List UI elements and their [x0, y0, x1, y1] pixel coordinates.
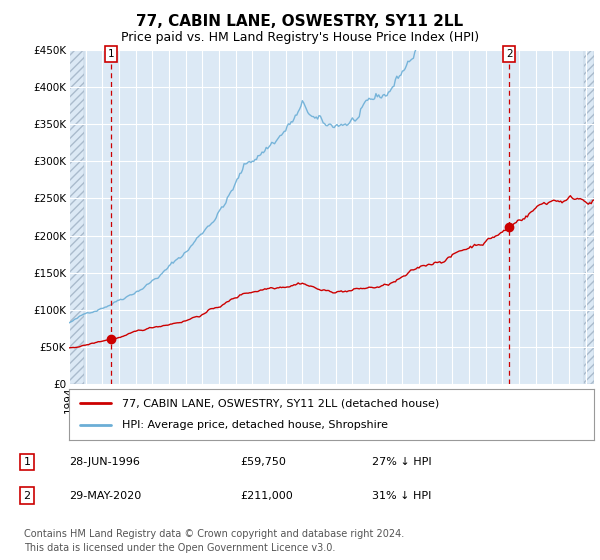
Text: 2: 2	[23, 491, 31, 501]
Text: Contains HM Land Registry data © Crown copyright and database right 2024.
This d: Contains HM Land Registry data © Crown c…	[24, 529, 404, 553]
Text: £211,000: £211,000	[240, 491, 293, 501]
Text: £59,750: £59,750	[240, 457, 286, 467]
Text: 77, CABIN LANE, OSWESTRY, SY11 2LL (detached house): 77, CABIN LANE, OSWESTRY, SY11 2LL (deta…	[121, 398, 439, 408]
Text: HPI: Average price, detached house, Shropshire: HPI: Average price, detached house, Shro…	[121, 421, 388, 431]
Bar	[584, 50, 594, 384]
Text: 28-JUN-1996: 28-JUN-1996	[69, 457, 140, 467]
Text: 29-MAY-2020: 29-MAY-2020	[69, 491, 141, 501]
Text: 1: 1	[107, 49, 114, 59]
Text: Price paid vs. HM Land Registry's House Price Index (HPI): Price paid vs. HM Land Registry's House …	[121, 31, 479, 44]
Text: 1: 1	[23, 457, 31, 467]
Text: 2: 2	[506, 49, 512, 59]
Bar	[69, 50, 85, 384]
Text: 27% ↓ HPI: 27% ↓ HPI	[372, 457, 431, 467]
Text: 77, CABIN LANE, OSWESTRY, SY11 2LL: 77, CABIN LANE, OSWESTRY, SY11 2LL	[136, 14, 464, 29]
Text: 31% ↓ HPI: 31% ↓ HPI	[372, 491, 431, 501]
